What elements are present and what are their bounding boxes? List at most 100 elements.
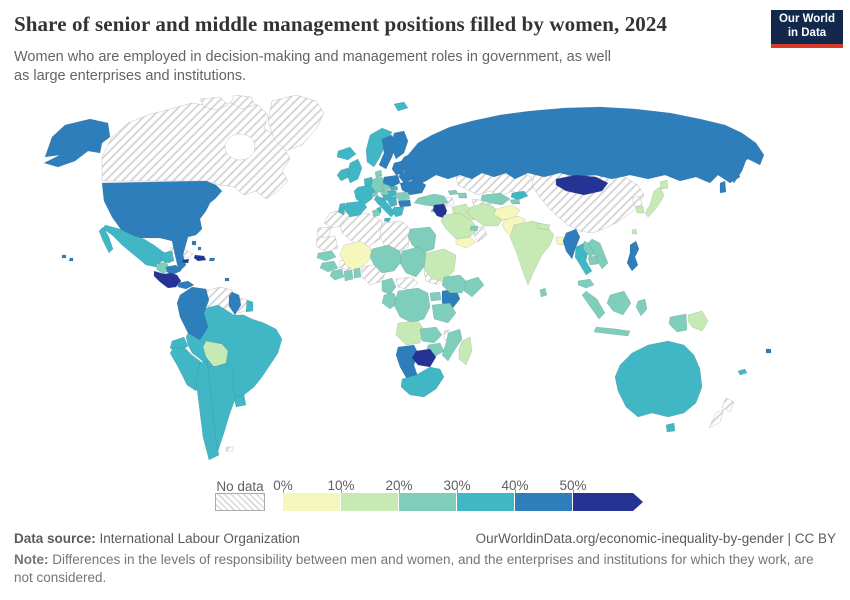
country-central-african-republic[interactable] — [395, 276, 419, 291]
country-south-korea[interactable] — [635, 205, 645, 214]
country-india[interactable] — [509, 220, 555, 286]
country-tanzania[interactable] — [431, 302, 457, 324]
country-uruguay[interactable] — [233, 394, 247, 408]
country-papua-new-guinea[interactable] — [687, 310, 709, 332]
country-arctic-islands[interactable] — [230, 95, 256, 110]
country-new-caledonia[interactable] — [737, 368, 748, 376]
country-georgia[interactable] — [447, 189, 459, 196]
country-ethiopia[interactable] — [441, 274, 469, 294]
country-indonesia[interactable] — [581, 290, 606, 320]
country-bolivia[interactable] — [202, 340, 229, 368]
country-guyana[interactable] — [228, 291, 242, 316]
country-hawaii[interactable] — [68, 257, 74, 262]
country-denmark[interactable] — [374, 169, 383, 179]
country-hawaii[interactable] — [61, 254, 67, 259]
country-panama[interactable] — [177, 280, 195, 290]
country-angola[interactable] — [395, 320, 425, 346]
legend-segment-20-30%[interactable] — [399, 493, 457, 511]
country-poland[interactable] — [382, 174, 401, 188]
country-italy-sicily[interactable] — [383, 217, 392, 223]
country-new-zealand[interactable] — [708, 408, 725, 429]
country-mauritania[interactable] — [315, 235, 339, 253]
country-ireland[interactable] — [336, 167, 350, 182]
country-myanmar[interactable] — [562, 228, 581, 260]
country-ghana[interactable] — [343, 269, 354, 282]
country-puerto-rico[interactable] — [208, 257, 216, 262]
country-united-kingdom[interactable] — [346, 158, 363, 184]
country-nicaragua-costa-rica[interactable] — [153, 270, 182, 289]
country-chile[interactable] — [195, 360, 220, 461]
country-libya[interactable] — [379, 220, 411, 254]
country-iran[interactable] — [466, 202, 503, 227]
country-dr-congo[interactable] — [393, 287, 431, 324]
country-western-sahara[interactable] — [316, 226, 332, 239]
country-indonesia[interactable] — [668, 313, 688, 333]
legend-segment-10-20%[interactable] — [341, 493, 399, 511]
country-russia[interactable] — [399, 106, 765, 186]
country-mexico-baja[interactable] — [98, 226, 114, 254]
country-madagascar[interactable] — [458, 336, 473, 366]
country-australia[interactable] — [614, 340, 703, 418]
country-tajikistan[interactable] — [509, 198, 521, 205]
country-slovakia[interactable] — [389, 185, 399, 192]
country-cote-divoire[interactable] — [329, 268, 345, 281]
country-ukraine[interactable] — [399, 179, 427, 196]
country-nepal[interactable] — [536, 222, 551, 231]
country-indonesia[interactable] — [635, 298, 648, 317]
country-french-guiana[interactable] — [245, 299, 254, 313]
country-chad[interactable] — [399, 246, 427, 278]
country-switzerland[interactable] — [371, 191, 379, 198]
country-svalbard[interactable] — [393, 101, 409, 112]
country-iceland[interactable] — [336, 146, 357, 161]
country-sudan[interactable] — [423, 248, 457, 282]
country-mexico-yucatan[interactable] — [160, 250, 175, 264]
country-uganda[interactable] — [429, 291, 442, 302]
owid-logo[interactable]: Our World in Data — [771, 10, 843, 48]
country-malaysia[interactable] — [577, 278, 595, 289]
country-portugal[interactable] — [337, 202, 346, 216]
country-dominican-republic[interactable] — [193, 254, 207, 262]
country-finland[interactable] — [390, 130, 409, 160]
country-cambodia[interactable] — [587, 255, 599, 266]
country-mongolia[interactable] — [555, 174, 609, 196]
legend-no-data-swatch[interactable] — [215, 493, 265, 511]
country-indonesia[interactable] — [606, 290, 632, 316]
country-tunisia[interactable] — [371, 208, 381, 218]
country-kyrgyzstan[interactable] — [510, 190, 529, 201]
country-bulgaria[interactable] — [397, 199, 412, 208]
country-italy[interactable] — [373, 195, 396, 218]
country-south-africa[interactable] — [400, 366, 445, 398]
country-japan-hokkaido[interactable] — [659, 179, 669, 190]
country-guinea[interactable] — [319, 260, 339, 273]
country-honduras[interactable] — [165, 264, 182, 276]
country-uzbekistan[interactable] — [480, 192, 511, 206]
country-vietnam[interactable] — [587, 238, 609, 270]
country-azerbaijan[interactable] — [457, 192, 468, 199]
country-russia-kamchatka[interactable] — [727, 144, 749, 184]
legend-color-bar[interactable] — [283, 493, 643, 511]
country-japan[interactable] — [644, 186, 665, 218]
country-taiwan[interactable] — [631, 228, 638, 235]
legend-segment-40-50%[interactable] — [515, 493, 573, 511]
country-fiji[interactable] — [765, 348, 772, 354]
legend-segment-30-40%[interactable] — [457, 493, 515, 511]
country-alaska[interactable] — [43, 118, 111, 168]
country-new-zealand[interactable] — [721, 397, 735, 413]
country-russia-sakhalin[interactable] — [719, 180, 727, 194]
country-colombia[interactable] — [176, 286, 210, 341]
country-north-korea[interactable] — [631, 195, 643, 208]
country-indonesia[interactable] — [593, 326, 631, 337]
country-falkland-islands[interactable] — [225, 446, 234, 452]
country-senegal[interactable] — [316, 250, 337, 262]
country-france[interactable] — [353, 184, 376, 206]
legend-segment-50%+[interactable] — [573, 493, 643, 511]
country-bahamas[interactable] — [191, 240, 197, 246]
country-iraq[interactable] — [451, 203, 475, 221]
country-egypt[interactable] — [407, 226, 437, 254]
country-bangladesh[interactable] — [555, 236, 565, 246]
country-trinidad[interactable] — [224, 277, 230, 282]
citation-link[interactable]: OurWorldinData.org/economic-inequality-b… — [475, 531, 836, 546]
country-sri-lanka[interactable] — [539, 287, 548, 298]
country-zambia[interactable] — [419, 326, 443, 344]
country-mali[interactable] — [339, 240, 373, 272]
